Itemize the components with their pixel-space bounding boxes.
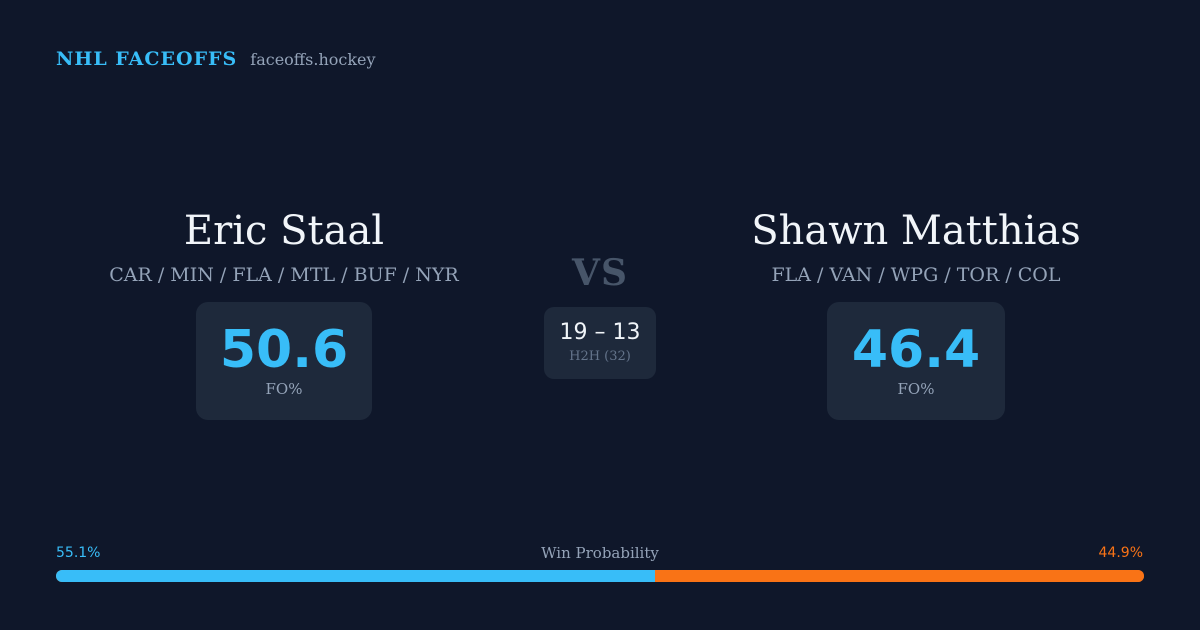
win-probability-left-label: 55.1% (56, 545, 101, 561)
win-probability-right-label: 44.9% (1098, 545, 1143, 561)
player-left-fo-value: 50.6 (219, 320, 349, 380)
h2h-card: 19 – 13 H2H (32) (544, 307, 656, 379)
brand-header: NHL FACEOFFS faceoffs.hockey (56, 48, 376, 70)
player-right-teams: FLA / VAN / WPG / TOR / COL (771, 264, 1061, 286)
h2h-score: 19 – 13 (559, 320, 641, 345)
player-left-fo-label: FO% (265, 380, 303, 398)
win-probability-title: Win Probability (541, 544, 659, 562)
versus-label: VS (572, 252, 628, 294)
brand-site: faceoffs.hockey (250, 50, 376, 69)
player-left-teams: CAR / MIN / FLA / MTL / BUF / NYR (109, 264, 459, 286)
player-right-fo-label: FO% (897, 380, 935, 398)
player-right-fo-value: 46.4 (851, 320, 981, 380)
player-right-fo-card: 46.4 FO% (827, 302, 1005, 420)
player-right: Shawn Matthias FLA / VAN / WPG / TOR / C… (696, 204, 1136, 288)
win-probability-bar-right (655, 570, 1144, 582)
brand-title: NHL FACEOFFS (56, 48, 238, 70)
win-probability-bar-left (56, 570, 656, 582)
player-left-fo-card: 50.6 FO% (196, 302, 372, 420)
player-right-name: Shawn Matthias (751, 208, 1081, 254)
h2h-label: H2H (32) (569, 349, 631, 364)
player-left: Eric Staal CAR / MIN / FLA / MTL / BUF /… (64, 204, 504, 288)
player-left-name: Eric Staal (183, 208, 385, 254)
win-probability-bar (56, 570, 1144, 582)
